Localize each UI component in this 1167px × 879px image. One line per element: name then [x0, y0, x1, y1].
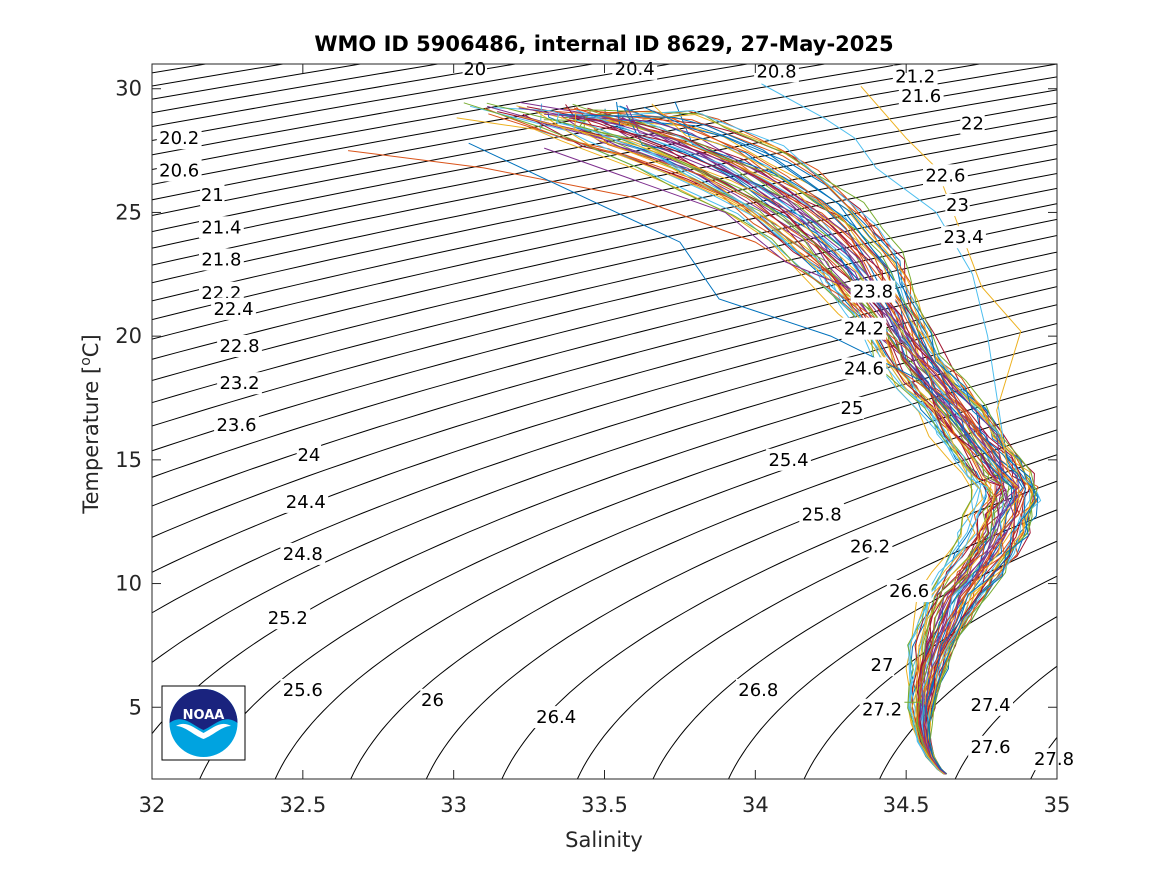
contour-label: 20.6	[159, 160, 199, 181]
x-tick-label: 32	[139, 793, 166, 817]
y-tick-label: 25	[115, 200, 142, 224]
x-axis-label: Salinity	[565, 828, 643, 852]
contour-label: 20.8	[756, 61, 796, 82]
contour-label: 22	[961, 113, 984, 134]
y-axis-label-main: Temperature [	[79, 366, 103, 515]
contour-label: 21.6	[901, 86, 941, 107]
chart-title: WMO ID 5906486, internal ID 8629, 27-May…	[314, 32, 893, 56]
y-tick-label: 30	[115, 77, 142, 101]
noaa-logo: NOAA	[162, 686, 245, 760]
contour-label: 23.4	[943, 227, 983, 248]
contour-label: 24.4	[286, 492, 326, 513]
contour-label: 24.8	[283, 544, 323, 565]
x-tick-label: 34.5	[883, 793, 930, 817]
contour-label: 26.4	[536, 707, 576, 728]
contour-label: 24.2	[844, 319, 884, 340]
contour-label: 21.8	[201, 249, 241, 270]
contour-label: 24.6	[844, 358, 884, 379]
contour-label: 27.2	[862, 700, 902, 721]
y-tick-label: 20	[115, 324, 142, 348]
contour-label: 25.4	[768, 450, 808, 471]
contour-label: 26.6	[889, 581, 929, 602]
contour-label: 20	[463, 59, 486, 80]
x-tick-label: 34	[742, 793, 769, 817]
contour-label: 20.4	[615, 59, 655, 80]
contour-label: 26	[421, 690, 444, 711]
x-tick-label: 35	[1044, 793, 1071, 817]
contour-label: 26.8	[738, 680, 778, 701]
contour-label: 27.6	[971, 737, 1011, 758]
logo-text: NOAA	[183, 708, 225, 723]
contour-label: 21.4	[201, 217, 241, 238]
contour-label: 22.6	[925, 165, 965, 186]
contour-label: 21.2	[895, 66, 935, 87]
contour-label: 22.8	[219, 336, 259, 357]
contour-label: 24	[297, 445, 320, 466]
contour-label: 23.2	[219, 373, 259, 394]
contour-label: 25.8	[802, 504, 842, 525]
contour-label: 27	[871, 655, 894, 676]
contour-label: 25	[840, 398, 863, 419]
x-tick-label: 33	[440, 793, 467, 817]
contour-label: 20.2	[159, 128, 199, 149]
contour-label: 23.6	[216, 415, 256, 436]
contour-label: 22.4	[213, 299, 253, 320]
y-axis-label-unit: C]	[79, 334, 103, 357]
contour-label: 27.8	[1034, 749, 1074, 770]
contour-label: 25.6	[283, 680, 323, 701]
contour-label: 27.4	[971, 695, 1011, 716]
contour-label: 26.2	[850, 536, 890, 557]
contour-label: 23.8	[853, 282, 893, 303]
y-axis-label-degree: o	[78, 357, 94, 366]
x-tick-label: 32.5	[279, 793, 326, 817]
contour-label: 23	[946, 195, 969, 216]
y-tick-label: 5	[129, 695, 142, 719]
y-tick-label: 15	[115, 448, 142, 472]
y-tick-label: 10	[115, 572, 142, 596]
contour-label: 21	[201, 185, 224, 206]
x-tick-label: 33.5	[581, 793, 628, 817]
contour-label: 25.2	[268, 608, 308, 629]
